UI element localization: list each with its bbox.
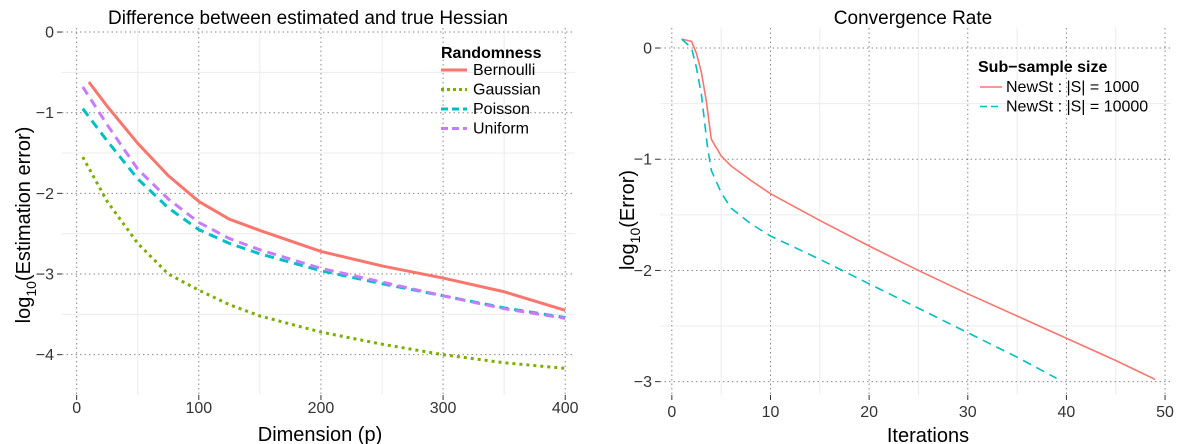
legend-entries: Bernoulli Gaussian Poisson Uniform bbox=[441, 62, 541, 138]
series-line-2 bbox=[81, 107, 566, 320]
series-line-1 bbox=[81, 156, 566, 370]
panel-hessian-difference: 0 100 200 300 400 0 −1 −2 −3 −4 Difference betwe… bbox=[13, 8, 579, 444]
y-axis-label: log10(Error) bbox=[617, 170, 643, 270]
x-tick-label: 400 bbox=[552, 400, 579, 417]
y-tick-label: −4 bbox=[36, 347, 54, 364]
x-tick-label: 0 bbox=[72, 400, 81, 417]
y-axis-label-rest: (Error) bbox=[617, 170, 639, 228]
x-tick-label: 50 bbox=[1156, 404, 1174, 421]
x-axis-label: Dimension (p) bbox=[258, 424, 382, 444]
series-line-0 bbox=[87, 81, 566, 312]
legend-label-set: |S| bbox=[1066, 79, 1085, 96]
x-tick-label: 20 bbox=[860, 404, 878, 421]
legend-label-prefix: NewSt : bbox=[1006, 99, 1066, 116]
series-line-3 bbox=[81, 86, 566, 320]
y-axis-label: log10(Estimation error) bbox=[13, 127, 39, 324]
y-axis-label-subscript: 10 bbox=[627, 228, 643, 244]
legend-label-1: NewSt : |S| = 10000 bbox=[1006, 99, 1148, 116]
x-tick-label: 40 bbox=[1058, 404, 1076, 421]
legend-title: Sub−sample size bbox=[978, 59, 1107, 76]
legend-label-0: NewSt : |S| = 1000 bbox=[1006, 79, 1139, 96]
series-line-1 bbox=[681, 38, 1057, 380]
x-tick-label: 100 bbox=[185, 400, 212, 417]
legend: Randomness Bernoulli Gaussian Poisson Unifo… bbox=[441, 45, 542, 138]
plot-series-group bbox=[681, 38, 1156, 381]
y-tick-label: 0 bbox=[643, 41, 652, 58]
x-axis-ticks: 0 100 200 300 400 bbox=[72, 395, 579, 417]
y-axis-label-rest: (Estimation error) bbox=[13, 127, 35, 281]
panel-convergence-rate: 0 10 20 30 40 50 0 −1 −2 −3 Convergence Rate Ite… bbox=[617, 8, 1174, 444]
plot-series-group bbox=[81, 81, 566, 370]
y-axis-ticks: 0 −1 −2 −3 bbox=[634, 41, 660, 391]
y-tick-label: −2 bbox=[36, 186, 54, 203]
y-tick-label: −3 bbox=[36, 267, 54, 284]
legend-label-prefix: NewSt : bbox=[1006, 79, 1066, 96]
x-tick-label: 10 bbox=[762, 404, 780, 421]
legend-label-set: |S| bbox=[1066, 99, 1085, 116]
plot-area-grid bbox=[660, 28, 1170, 395]
legend-label-suffix: = 1000 bbox=[1085, 79, 1139, 96]
y-tick-label: −1 bbox=[634, 152, 652, 169]
y-axis-label-subscript: 10 bbox=[23, 281, 39, 297]
legend-label-suffix: = 10000 bbox=[1085, 99, 1148, 116]
y-tick-label: −2 bbox=[634, 263, 652, 280]
y-tick-label: −3 bbox=[634, 374, 652, 391]
x-tick-label: 0 bbox=[667, 404, 676, 421]
y-axis-label-log: log bbox=[617, 243, 639, 270]
x-axis-ticks: 0 10 20 30 40 50 bbox=[667, 395, 1174, 421]
chart-title: Convergence Rate bbox=[834, 8, 992, 29]
chart-title: Difference between estimated and true He… bbox=[108, 8, 508, 29]
legend-title: Randomness bbox=[441, 45, 542, 62]
y-axis-label-log: log bbox=[13, 297, 35, 324]
legend: Sub−sample size NewSt : |S| = 1000NewSt … bbox=[978, 59, 1148, 116]
series-line-0 bbox=[681, 38, 1156, 381]
legend-label-1: Gaussian bbox=[473, 82, 541, 99]
x-axis-label: Iterations bbox=[887, 425, 969, 444]
x-tick-label: 300 bbox=[430, 400, 457, 417]
legend-label-3: Uniform bbox=[473, 121, 529, 138]
y-tick-label: 0 bbox=[45, 25, 54, 42]
y-axis-ticks: 0 −1 −2 −3 −4 bbox=[36, 25, 62, 364]
legend-label-0: Bernoulli bbox=[473, 62, 535, 79]
x-tick-label: 30 bbox=[959, 404, 977, 421]
x-tick-label: 200 bbox=[308, 400, 335, 417]
legend-label-2: Poisson bbox=[473, 101, 530, 118]
y-tick-label: −1 bbox=[36, 105, 54, 122]
